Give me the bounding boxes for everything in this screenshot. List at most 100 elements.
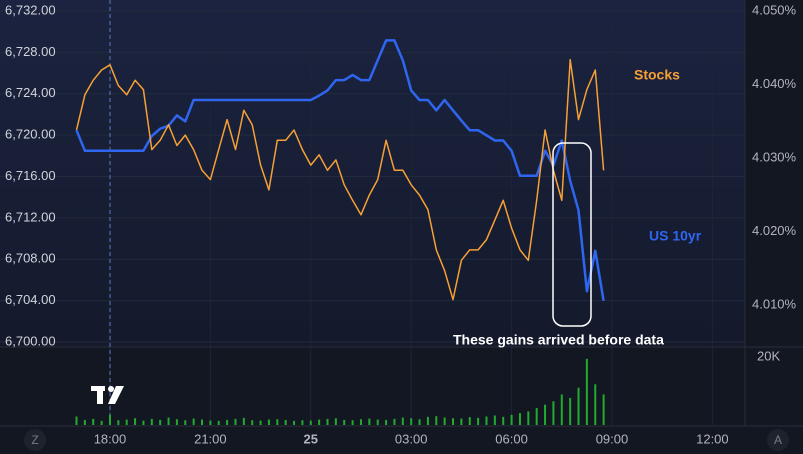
y-tick-label: 6,724.00 bbox=[5, 85, 56, 100]
volume-bar bbox=[108, 414, 111, 425]
volume-bar bbox=[100, 420, 103, 425]
volume-bar bbox=[535, 408, 538, 425]
volume-bar bbox=[359, 419, 362, 425]
volume-bar bbox=[426, 416, 429, 425]
volume-bar bbox=[376, 419, 379, 425]
series-line bbox=[75, 58, 605, 301]
annotation: These gains arrived before data bbox=[453, 332, 664, 348]
volume-bar bbox=[385, 419, 388, 425]
volume-bar bbox=[477, 417, 480, 425]
y-tick-label: 6,712.00 bbox=[5, 209, 56, 224]
volume-bar bbox=[326, 418, 329, 425]
y2-tick-label: 4.020% bbox=[752, 223, 797, 238]
volume-bar bbox=[226, 419, 229, 425]
volume-bar bbox=[167, 417, 170, 425]
y-tick-label: 6,704.00 bbox=[5, 292, 56, 307]
x-tick-label: 06:00 bbox=[495, 431, 528, 446]
price-pane bbox=[0, 0, 745, 347]
volume-bar bbox=[150, 418, 153, 425]
volume-bar bbox=[594, 384, 597, 425]
volume-bar bbox=[117, 420, 120, 425]
volume-bar bbox=[468, 417, 471, 425]
volume-bar bbox=[544, 404, 547, 425]
volume-bar bbox=[175, 419, 178, 425]
volume-bar bbox=[301, 420, 304, 425]
volume-bar bbox=[276, 419, 279, 425]
volume-bar bbox=[75, 416, 78, 425]
volume-bar bbox=[493, 415, 496, 425]
grid bbox=[0, 0, 745, 426]
volume-bar bbox=[284, 419, 287, 425]
y-tick-label: 6,700.00 bbox=[5, 333, 56, 348]
volume-bars bbox=[75, 358, 605, 425]
volume-bar bbox=[251, 420, 254, 425]
series-label: Stocks bbox=[634, 67, 680, 83]
volume-bar bbox=[92, 418, 95, 425]
y2-tick-label: 4.050% bbox=[752, 2, 797, 17]
zoom-button-label[interactable]: Z bbox=[31, 433, 38, 447]
volume-bar bbox=[393, 418, 396, 425]
volume-bar bbox=[125, 419, 128, 425]
y-tick-label: 6,732.00 bbox=[5, 2, 56, 17]
volume-bar bbox=[485, 416, 488, 425]
y2-tick-label: 4.030% bbox=[752, 150, 797, 165]
volume-bar bbox=[83, 419, 86, 425]
volume-bar bbox=[585, 358, 588, 425]
volume-bar bbox=[602, 394, 605, 425]
auto-button-label[interactable]: A bbox=[774, 433, 782, 447]
lines bbox=[75, 39, 605, 302]
volume-bar bbox=[267, 419, 270, 425]
zoom-button[interactable] bbox=[24, 429, 46, 451]
volume-bar bbox=[217, 420, 220, 425]
auto-button[interactable] bbox=[767, 429, 789, 451]
volume-bar bbox=[401, 417, 404, 425]
volume-bar bbox=[334, 418, 337, 425]
volume-bar bbox=[209, 420, 212, 425]
x-tick-label: 25 bbox=[304, 431, 318, 446]
volume-bar bbox=[569, 397, 572, 425]
x-tick-label: 12:00 bbox=[696, 431, 729, 446]
volume-bar bbox=[460, 418, 463, 425]
y-tick-label: 6,716.00 bbox=[5, 168, 56, 183]
volume-bar bbox=[510, 414, 513, 425]
volume-bar bbox=[502, 416, 505, 425]
volume-bar bbox=[560, 394, 563, 425]
volume-bar bbox=[410, 418, 413, 425]
volume-bar bbox=[134, 418, 137, 425]
volume-bar bbox=[142, 420, 145, 425]
volume-bar bbox=[527, 411, 530, 425]
x-tick-label: 03:00 bbox=[395, 431, 428, 446]
y-tick-label: 6,720.00 bbox=[5, 127, 56, 142]
volume-bar bbox=[351, 420, 354, 425]
volume-bar bbox=[418, 419, 421, 425]
volume-bar bbox=[242, 417, 245, 425]
volume-bar bbox=[518, 413, 521, 425]
series-line bbox=[75, 39, 605, 302]
volume-bar bbox=[343, 419, 346, 425]
volume-bar bbox=[577, 387, 580, 425]
x-tick-label: 18:00 bbox=[94, 431, 127, 446]
volume-bar bbox=[192, 418, 195, 425]
volume-bar bbox=[293, 420, 296, 425]
volume-bar bbox=[201, 419, 204, 425]
y2-tick-label: 4.010% bbox=[752, 297, 797, 312]
volume-bar bbox=[552, 401, 555, 425]
y-tick-label: 6,728.00 bbox=[5, 44, 56, 59]
highlight-box bbox=[552, 142, 592, 327]
volume-bar bbox=[259, 420, 262, 425]
volume-bar bbox=[318, 419, 321, 425]
volume-bar bbox=[435, 416, 438, 425]
labels: 6,700.00 6,704.00 6,708.00 6,712.00 6,716.00… bbox=[5, 2, 797, 446]
volume-bar bbox=[234, 418, 237, 425]
volume-tick-label: 20K bbox=[757, 349, 780, 364]
logo bbox=[91, 386, 124, 404]
x-tick-label: 21:00 bbox=[194, 431, 227, 446]
y2-tick-label: 4.040% bbox=[752, 76, 797, 91]
volume-pane bbox=[0, 347, 745, 426]
y-tick-label: 6,708.00 bbox=[5, 251, 56, 266]
x-tick-label: 09:00 bbox=[596, 431, 629, 446]
volume-bar bbox=[159, 419, 162, 425]
volume-bar bbox=[443, 417, 446, 425]
volume-bar bbox=[184, 420, 187, 425]
